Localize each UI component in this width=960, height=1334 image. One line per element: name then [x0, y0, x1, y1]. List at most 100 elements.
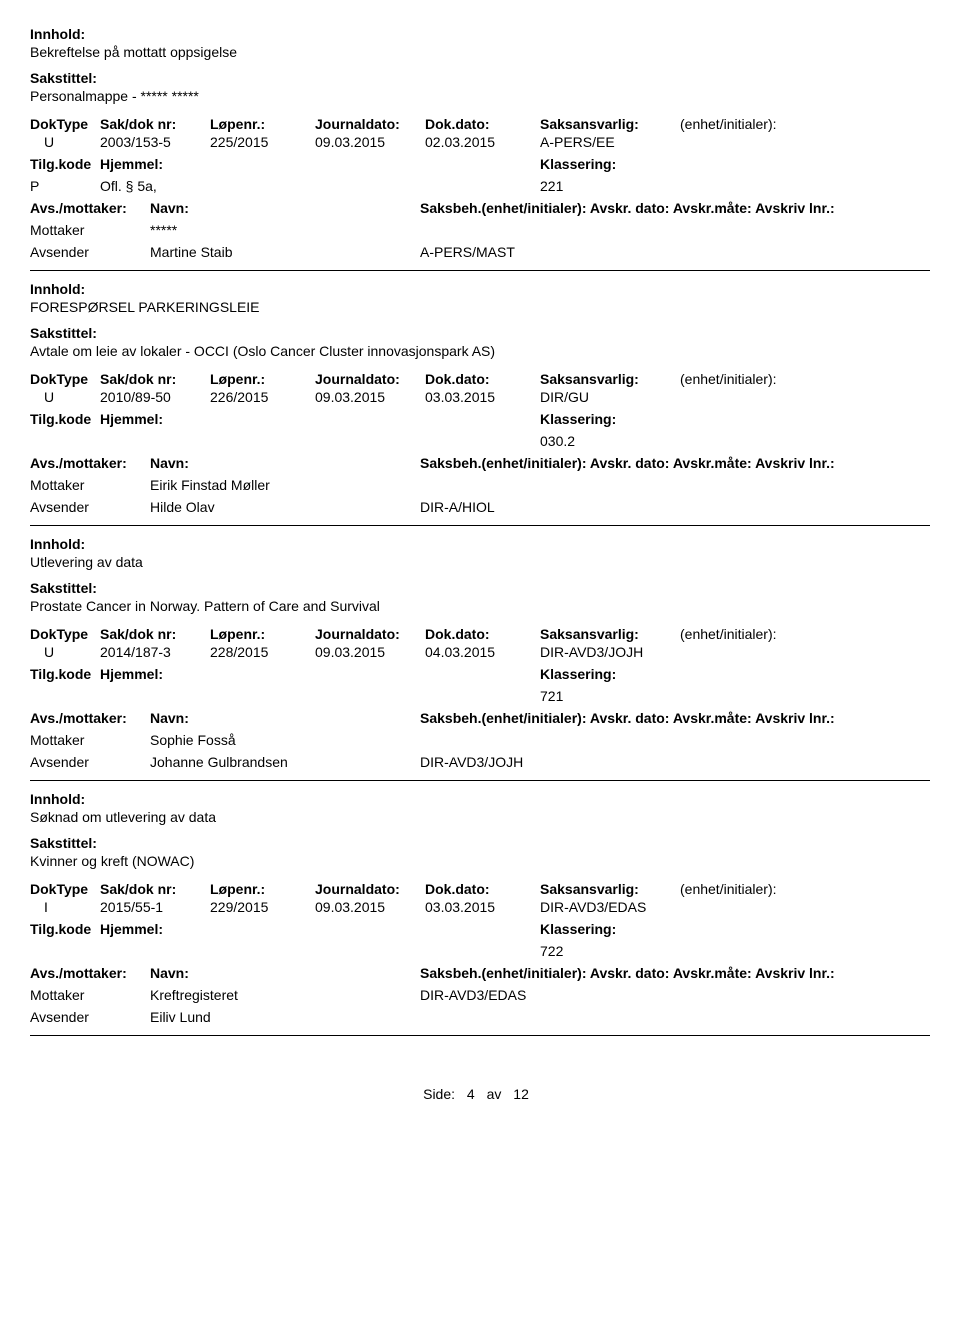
innhold-text: FORESPØRSEL PARKERINGSLEIE — [30, 299, 930, 315]
dokdato-header: Dok.dato: — [425, 626, 540, 642]
avs-header-row: Avs./mottaker: Navn: Saksbeh.(enhet/init… — [30, 710, 930, 726]
meta-header-row: DokType Sak/dok nr: Løpenr.: Journaldato… — [30, 881, 930, 897]
saksansvarlig-value: DIR-AVD3/EDAS — [540, 899, 680, 915]
sakdok-header: Sak/dok nr: — [100, 626, 210, 642]
avsender-row: Avsender Martine Staib A-PERS/MAST — [30, 244, 930, 260]
klassering-value: 030.2 — [540, 433, 930, 449]
avsmottaker-header: Avs./mottaker: — [30, 200, 150, 216]
enhet-header: (enhet/initialer): — [680, 116, 930, 132]
page-container: Innhold: Bekreftelse på mottatt oppsigel… — [0, 0, 960, 1132]
hjemmel-header: Hjemmel: — [100, 921, 540, 937]
avsender-navn: Martine Staib — [150, 244, 420, 260]
sakstittel-label: Sakstittel: — [30, 835, 930, 851]
mottaker-row: Mottaker Kreftregisteret DIR-AVD3/EDAS — [30, 987, 930, 1003]
meta-header-row: DokType Sak/dok nr: Løpenr.: Journaldato… — [30, 371, 930, 387]
doktype-header: DokType — [30, 626, 100, 642]
saksansvarlig-value: DIR-AVD3/JOJH — [540, 644, 680, 660]
dokdato-value: 02.03.2015 — [425, 134, 540, 150]
record-divider — [30, 525, 930, 526]
saksansvarlig-header: Saksansvarlig: — [540, 371, 680, 387]
tilg-header-row: Tilg.kode Hjemmel: Klassering: — [30, 156, 930, 172]
tilg-value-row: P Ofl. § 5a, 221 — [30, 178, 930, 194]
tilgkode-value: P — [30, 178, 100, 194]
enhet-value — [680, 899, 930, 915]
footer-total-pages: 12 — [513, 1086, 529, 1102]
klassering-header: Klassering: — [540, 666, 930, 682]
avsender-label: Avsender — [30, 754, 150, 770]
klassering-header: Klassering: — [540, 156, 930, 172]
saksbeh-header: Saksbeh.(enhet/initialer): Avskr. dato: … — [420, 200, 930, 216]
sakstittel-label: Sakstittel: — [30, 70, 930, 86]
innhold-text: Bekreftelse på mottatt oppsigelse — [30, 44, 930, 60]
lopenr-value: 225/2015 — [210, 134, 315, 150]
sakdok-value: 2015/55-1 — [100, 899, 210, 915]
journaldato-header: Journaldato: — [315, 626, 425, 642]
innhold-label: Innhold: — [30, 536, 930, 552]
navn-header: Navn: — [150, 200, 189, 216]
mottaker-row: Mottaker Eirik Finstad Møller — [30, 477, 930, 493]
klassering-value: 221 — [540, 178, 930, 194]
sakstittel-label: Sakstittel: — [30, 325, 930, 341]
avsender-navn: Johanne Gulbrandsen — [150, 754, 420, 770]
sakstittel-text: Personalmappe - ***** ***** — [30, 88, 930, 104]
innhold-label: Innhold: — [30, 791, 930, 807]
avsender-label: Avsender — [30, 499, 150, 515]
innhold-text: Utlevering av data — [30, 554, 930, 570]
mottaker-row: Mottaker ***** — [30, 222, 930, 238]
saksansvarlig-header: Saksansvarlig: — [540, 116, 680, 132]
navn-header: Navn: — [150, 965, 189, 981]
sakdok-value: 2003/153-5 — [100, 134, 210, 150]
journal-record: Innhold: FORESPØRSEL PARKERINGSLEIE Saks… — [30, 281, 930, 515]
saksbeh-header: Saksbeh.(enhet/initialer): Avskr. dato: … — [420, 965, 930, 981]
tilg-header-row: Tilg.kode Hjemmel: Klassering: — [30, 921, 930, 937]
tilgkode-header: Tilg.kode — [30, 921, 100, 937]
navn-header: Navn: — [150, 455, 189, 471]
tilg-value-row: 030.2 — [30, 433, 930, 449]
avsmottaker-header: Avs./mottaker: — [30, 965, 150, 981]
dokdato-value: 04.03.2015 — [425, 644, 540, 660]
lopenr-header: Løpenr.: — [210, 881, 315, 897]
journaldato-value: 09.03.2015 — [315, 134, 425, 150]
innhold-label: Innhold: — [30, 26, 930, 42]
avsender-navn: Eiliv Lund — [150, 1009, 420, 1025]
avsmottaker-header: Avs./mottaker: — [30, 710, 150, 726]
enhet-header: (enhet/initialer): — [680, 371, 930, 387]
hjemmel-header: Hjemmel: — [100, 666, 540, 682]
dokdato-value: 03.03.2015 — [425, 389, 540, 405]
dokdato-header: Dok.dato: — [425, 116, 540, 132]
tilgkode-header: Tilg.kode — [30, 411, 100, 427]
sakstittel-text: Avtale om leie av lokaler - OCCI (Oslo C… — [30, 343, 930, 359]
doktype-header: DokType — [30, 881, 100, 897]
record-divider — [30, 1035, 930, 1036]
journaldato-value: 09.03.2015 — [315, 389, 425, 405]
avs-header-row: Avs./mottaker: Navn: Saksbeh.(enhet/init… — [30, 200, 930, 216]
enhet-value — [680, 644, 930, 660]
journal-record: Innhold: Bekreftelse på mottatt oppsigel… — [30, 26, 930, 260]
tilg-value-row: 722 — [30, 943, 930, 959]
sakdok-value: 2014/187-3 — [100, 644, 210, 660]
mottaker-navn: ***** — [150, 222, 420, 238]
lopenr-header: Løpenr.: — [210, 626, 315, 642]
saksbeh-header: Saksbeh.(enhet/initialer): Avskr. dato: … — [420, 710, 930, 726]
hjemmel-value — [100, 433, 540, 449]
record-divider — [30, 270, 930, 271]
mottaker-label: Mottaker — [30, 732, 150, 748]
footer-page-number: 4 — [467, 1086, 475, 1102]
tilg-header-row: Tilg.kode Hjemmel: Klassering: — [30, 666, 930, 682]
enhet-header: (enhet/initialer): — [680, 626, 930, 642]
record-divider — [30, 780, 930, 781]
journal-record: Innhold: Utlevering av data Sakstittel: … — [30, 536, 930, 770]
meta-value-row: I 2015/55-1 229/2015 09.03.2015 03.03.20… — [30, 899, 930, 915]
lopenr-value: 226/2015 — [210, 389, 315, 405]
lopenr-value: 229/2015 — [210, 899, 315, 915]
innhold-label: Innhold: — [30, 281, 930, 297]
doktype-header: DokType — [30, 116, 100, 132]
doktype-value: U — [30, 389, 100, 405]
meta-value-row: U 2010/89-50 226/2015 09.03.2015 03.03.2… — [30, 389, 930, 405]
avsender-row: Avsender Hilde Olav DIR-A/HIOL — [30, 499, 930, 515]
hjemmel-value — [100, 688, 540, 704]
meta-value-row: U 2014/187-3 228/2015 09.03.2015 04.03.2… — [30, 644, 930, 660]
saksansvarlig-header: Saksansvarlig: — [540, 626, 680, 642]
mottaker-label: Mottaker — [30, 222, 150, 238]
dokdato-header: Dok.dato: — [425, 881, 540, 897]
